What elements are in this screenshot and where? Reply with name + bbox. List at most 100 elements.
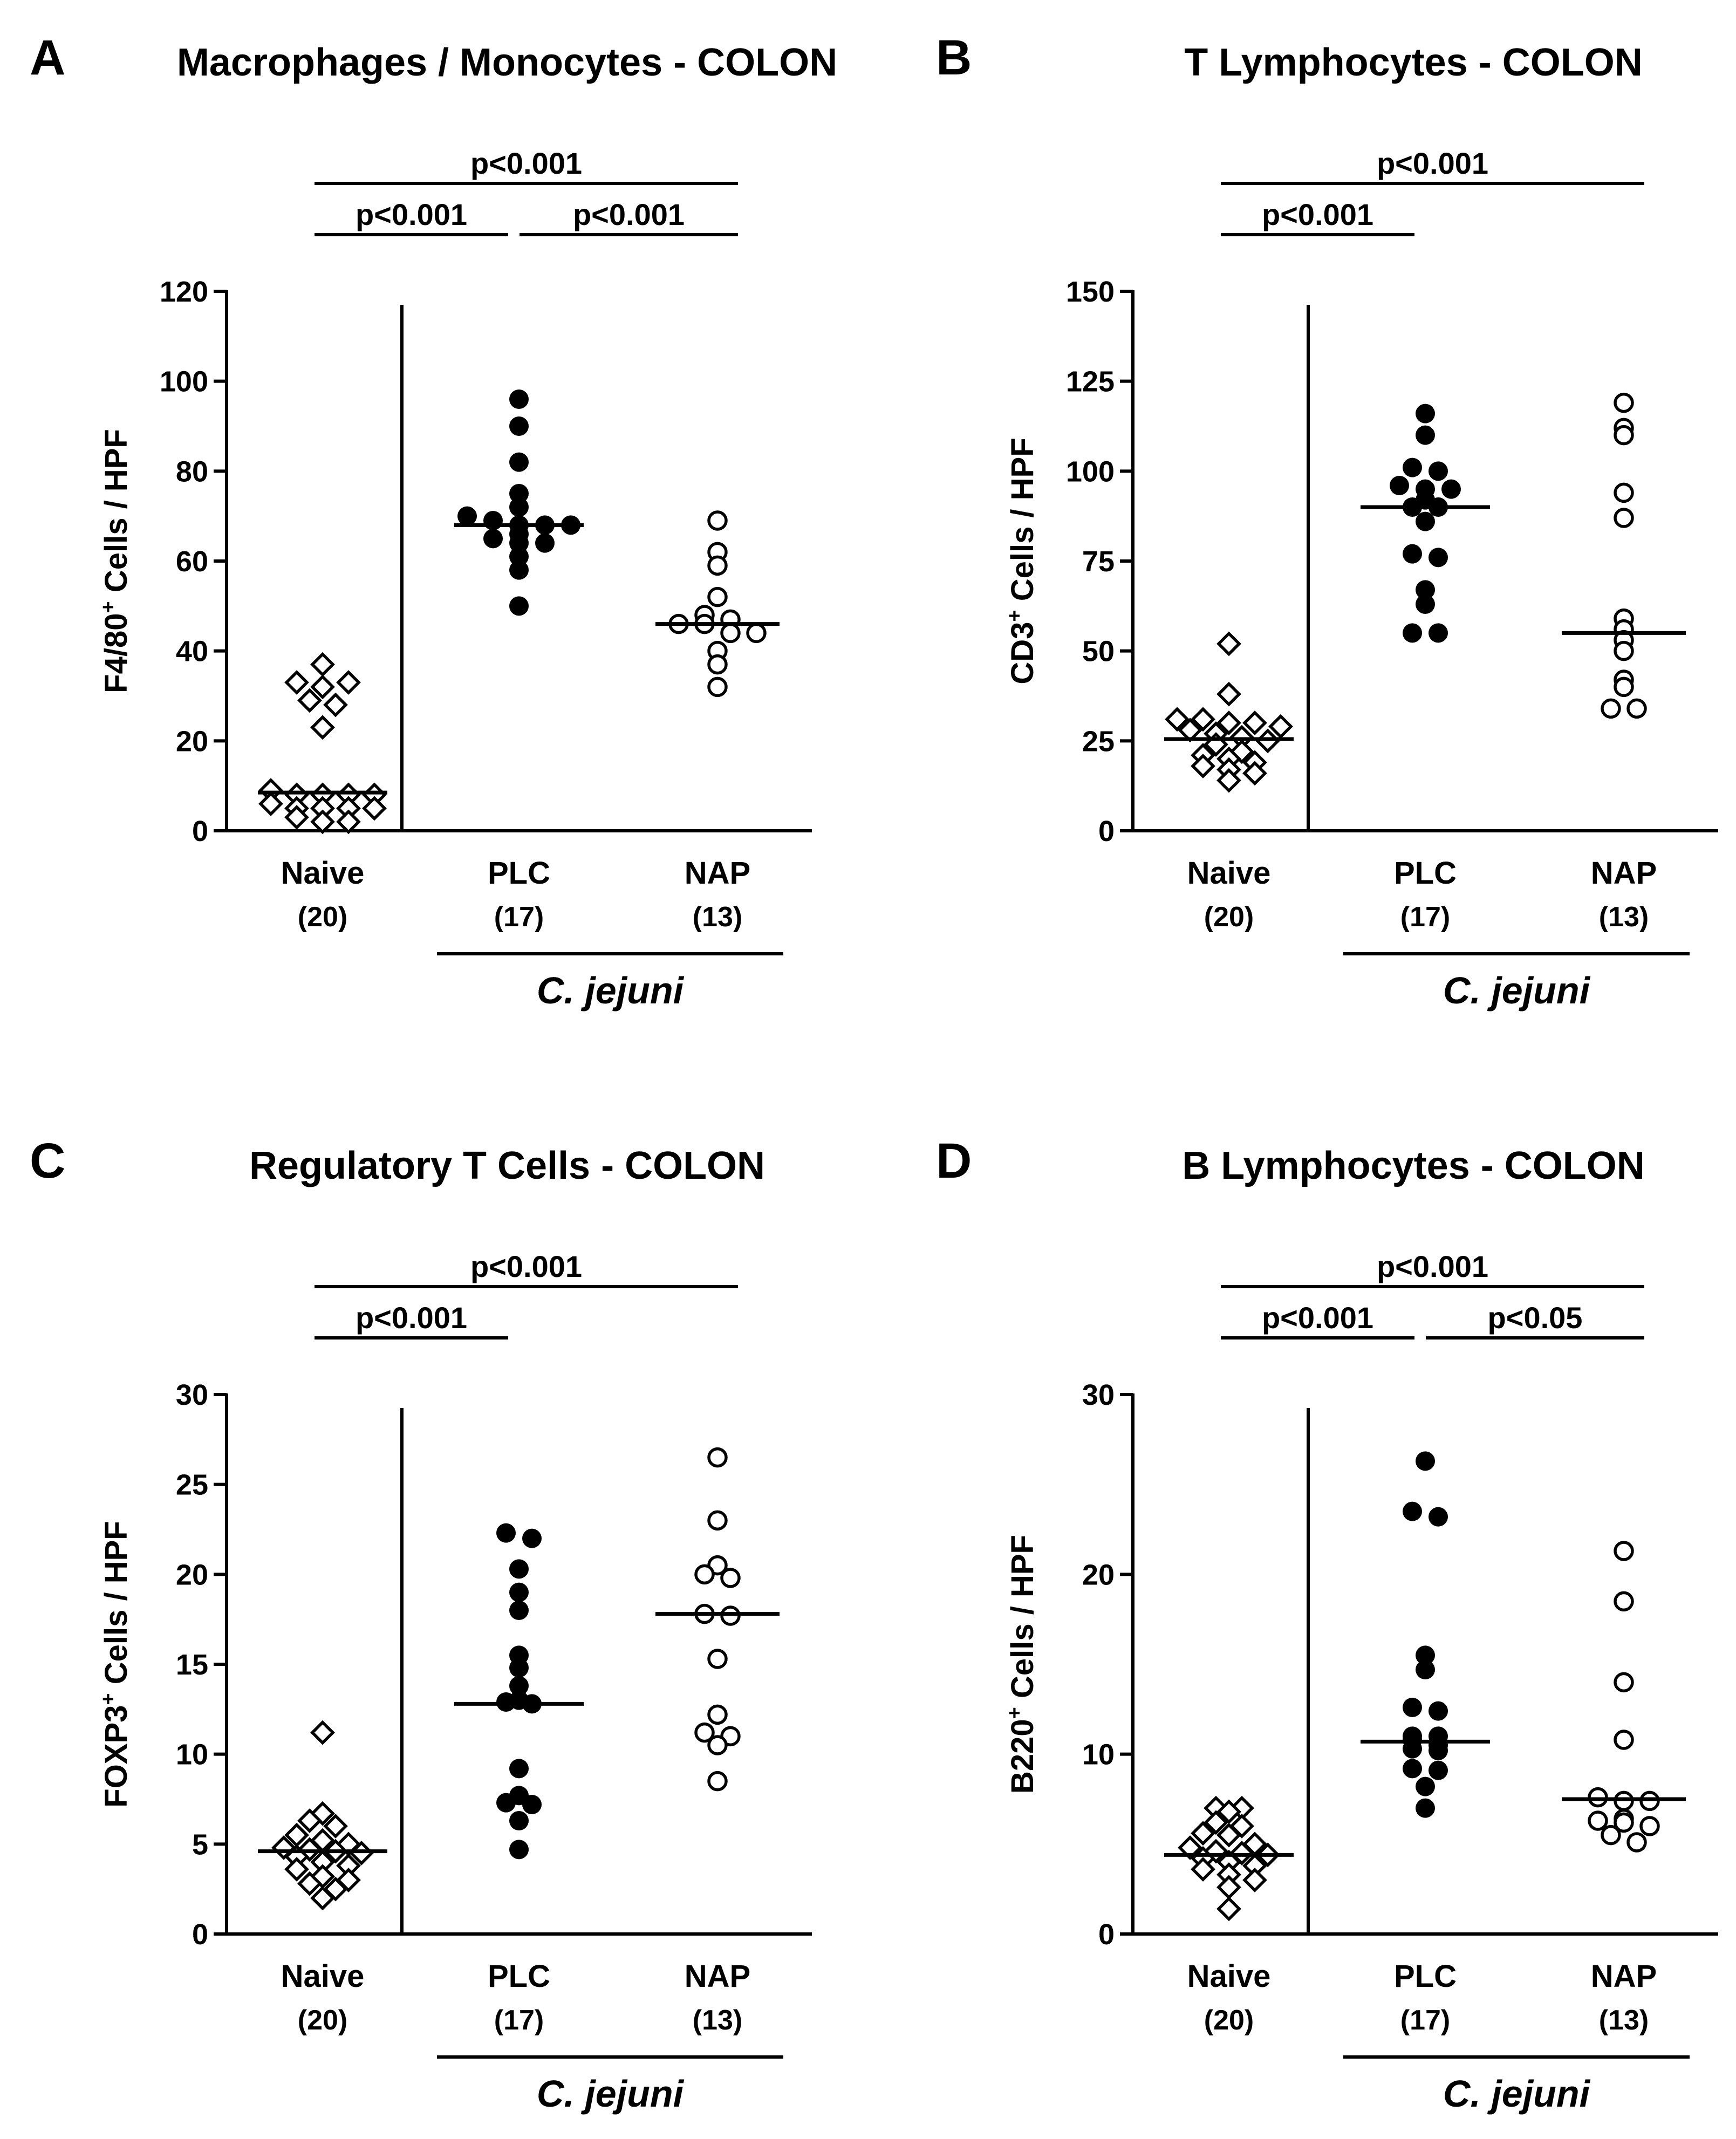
x-category-count: (20) bbox=[298, 2005, 347, 2036]
data-point bbox=[1614, 1812, 1634, 1833]
significance-label: p<0.001 bbox=[1377, 1249, 1488, 1283]
data-point bbox=[1614, 1591, 1634, 1612]
data-point bbox=[1191, 707, 1215, 732]
group-bracket-label: C. jejuni bbox=[537, 969, 685, 1012]
panel-d: D B Lymphocytes - COLON 0 10 20 30 B220+ Cells… bbox=[936, 1133, 1718, 2115]
y-tick-label: 40 bbox=[176, 635, 208, 668]
data-point bbox=[1403, 1698, 1422, 1717]
significance-label: p<0.001 bbox=[470, 146, 582, 180]
data-point bbox=[707, 1771, 728, 1792]
data-point bbox=[1268, 714, 1293, 739]
y-tick-label: 0 bbox=[1098, 815, 1115, 848]
data-point bbox=[1242, 761, 1267, 786]
data-point bbox=[1216, 1799, 1241, 1824]
data-point bbox=[1614, 482, 1634, 503]
data-point bbox=[1165, 707, 1190, 732]
data-point bbox=[707, 1510, 728, 1531]
group-bracket-label: C. jejuni bbox=[537, 2073, 685, 2115]
data-point bbox=[1429, 1507, 1448, 1527]
data-point bbox=[707, 1704, 728, 1725]
data-point bbox=[310, 652, 335, 677]
panel-letter: B bbox=[936, 30, 972, 85]
category-nap: NAP (13) bbox=[1562, 392, 1686, 933]
y-axis-title: CD3+ Cells / HPF bbox=[1003, 438, 1040, 684]
data-point bbox=[509, 416, 529, 436]
data-point bbox=[1614, 1541, 1634, 1561]
x-category-label: PLC bbox=[1394, 1959, 1457, 1994]
y-tick-label: 30 bbox=[1082, 1379, 1115, 1411]
data-point bbox=[1403, 623, 1422, 643]
category-naive: Naive (20) bbox=[258, 652, 387, 933]
category-nap: NAP (13) bbox=[1562, 1541, 1686, 2036]
x-category-count: (17) bbox=[494, 2005, 544, 2036]
y-tick-label: 0 bbox=[192, 1918, 208, 1951]
data-point bbox=[694, 1564, 715, 1585]
data-point bbox=[1588, 1810, 1608, 1831]
y-axis-title-main: FOXP3 bbox=[99, 1705, 134, 1808]
data-point bbox=[1216, 1896, 1241, 1922]
significance-label: p<0.001 bbox=[1377, 146, 1488, 180]
data-point bbox=[509, 1676, 529, 1696]
data-point bbox=[310, 809, 335, 835]
data-point bbox=[509, 1601, 529, 1620]
group-bracket-label: C. jejuni bbox=[1443, 969, 1591, 1012]
data-point bbox=[1216, 1875, 1241, 1900]
data-point bbox=[310, 1885, 335, 1911]
panel-title: Macrophages / Monocytes - COLON bbox=[177, 41, 837, 84]
data-point bbox=[310, 1720, 335, 1745]
data-point bbox=[1416, 1660, 1435, 1679]
data-point bbox=[496, 1523, 516, 1543]
category-plc: PLC (17) bbox=[1361, 1451, 1490, 2036]
data-point bbox=[1178, 1835, 1202, 1860]
data-point bbox=[522, 1528, 542, 1548]
category-naive: Naive (20) bbox=[1164, 631, 1294, 933]
y-axis-title: B220+ Cells / HPF bbox=[1003, 1535, 1040, 1794]
y-tick-label: 5 bbox=[192, 1828, 208, 1861]
data-point bbox=[509, 560, 529, 580]
data-point bbox=[509, 1658, 529, 1678]
data-point bbox=[1416, 1645, 1435, 1665]
panel-c: C Regulatory T Cells - COLON 0 5 10 15 20 25 30 F… bbox=[30, 1133, 812, 2115]
data-point bbox=[284, 805, 309, 830]
y-tick-label: 150 bbox=[1066, 276, 1115, 308]
data-point bbox=[1626, 698, 1647, 719]
y-tick-label: 20 bbox=[176, 725, 208, 757]
data-point bbox=[509, 1759, 529, 1779]
y-tick-label: 120 bbox=[160, 276, 208, 308]
data-point bbox=[1429, 461, 1448, 481]
data-point bbox=[707, 676, 728, 698]
y-tick-label: 10 bbox=[176, 1739, 208, 1771]
category-nap: NAP (13) bbox=[655, 1447, 780, 2036]
data-point bbox=[720, 623, 741, 644]
data-point bbox=[535, 533, 555, 553]
data-point bbox=[1441, 479, 1461, 499]
data-point bbox=[1416, 594, 1435, 614]
y-tick-label: 75 bbox=[1082, 545, 1115, 578]
data-point bbox=[1403, 457, 1422, 477]
x-category-count: (20) bbox=[1204, 901, 1254, 933]
x-category-count: (13) bbox=[693, 901, 742, 933]
data-point bbox=[1601, 698, 1621, 719]
data-point bbox=[522, 1795, 542, 1814]
data-point bbox=[1390, 476, 1409, 495]
y-axis-title-superscript: + bbox=[1003, 610, 1026, 621]
data-point bbox=[707, 1447, 728, 1468]
x-category-label: Naive bbox=[281, 1959, 365, 1994]
x-category-count: (17) bbox=[494, 901, 544, 933]
category-naive: Naive (20) bbox=[258, 1720, 387, 2036]
y-axis-title-rest: Cells / HPF bbox=[1005, 1535, 1040, 1707]
data-point bbox=[1416, 511, 1435, 531]
y-axis-title: FOXP3+ Cells / HPF bbox=[97, 1521, 134, 1807]
data-point bbox=[1614, 640, 1634, 661]
data-point bbox=[1403, 1759, 1422, 1779]
data-point bbox=[258, 791, 283, 816]
data-point bbox=[297, 1808, 322, 1833]
y-axis-title-main: B220 bbox=[1005, 1719, 1040, 1794]
data-point bbox=[1429, 1760, 1448, 1780]
data-point bbox=[323, 692, 348, 717]
y-tick-label: 20 bbox=[1082, 1559, 1115, 1591]
data-point bbox=[1216, 768, 1241, 793]
data-point bbox=[1191, 754, 1215, 778]
x-category-label: NAP bbox=[1591, 856, 1657, 891]
